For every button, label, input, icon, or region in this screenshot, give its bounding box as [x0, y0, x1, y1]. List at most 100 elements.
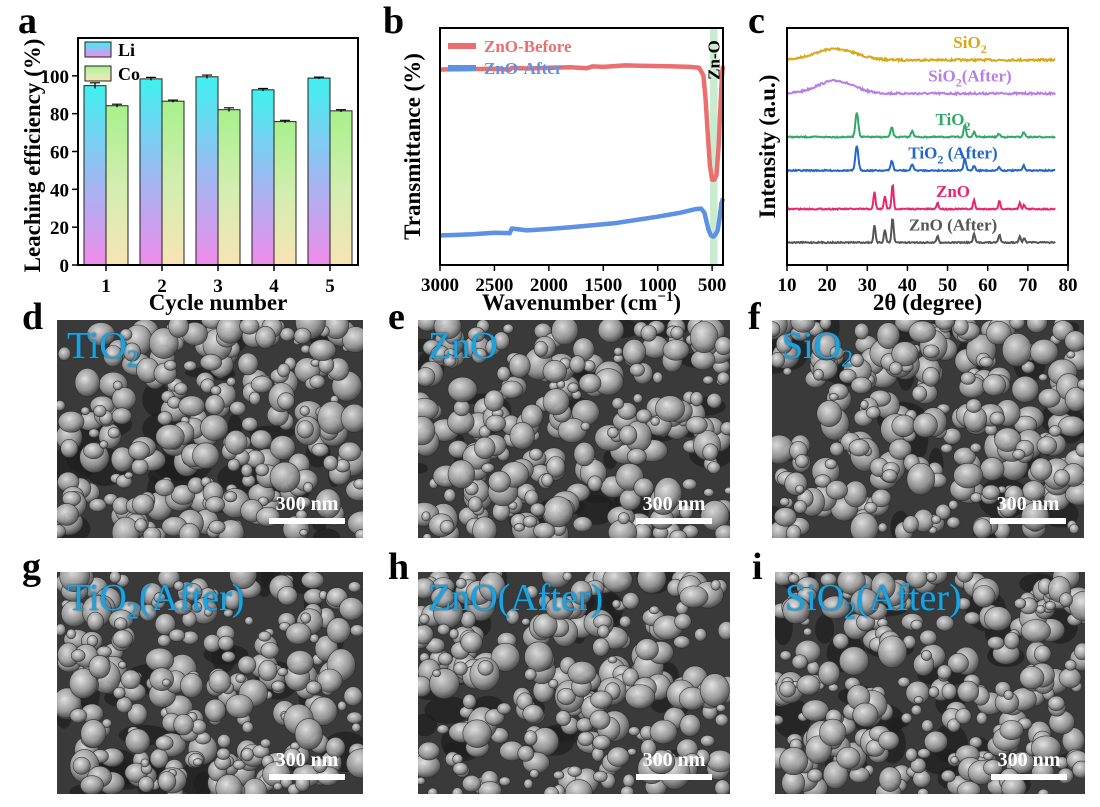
scale-bar: 300 nm	[636, 493, 712, 524]
panel-letter-e: e	[388, 296, 405, 338]
line-zno-before	[439, 63, 726, 182]
x-tick-label: 3	[213, 276, 223, 297]
bar-co-2	[161, 100, 185, 266]
x-tick-label: 1000	[639, 275, 677, 296]
plot-frame	[439, 27, 724, 266]
error-bar-co-3	[224, 107, 234, 112]
panel-letter-b: b	[383, 0, 405, 42]
scale-bar: 300 nm	[991, 749, 1067, 780]
pattern-label: ZnO (After)	[909, 216, 997, 235]
panel-letter-g: g	[22, 546, 41, 588]
scale-bar: 300 nm	[269, 493, 345, 524]
ftir-transmittance-chart: 3000 2500 2000 1500 1000 500 Wavenumber (cm−1)…	[400, 27, 727, 315]
y-tick-label: 100	[41, 67, 70, 88]
bar-li-4	[251, 89, 275, 266]
bar-li-2	[139, 78, 163, 266]
sem-texture	[772, 320, 1084, 538]
sem-texture	[775, 572, 1085, 794]
pattern-sio2	[786, 46, 1056, 64]
x-axis-label: 2θ (degree)	[873, 290, 982, 315]
x-tick-label: 70	[1018, 275, 1037, 296]
pattern-zno-after-	[786, 218, 1056, 245]
bar-co-3	[217, 109, 241, 266]
sem-label: TiO2	[67, 325, 139, 373]
y-tick-label: 60	[50, 143, 69, 164]
legend-swatch-co	[84, 65, 112, 82]
x-tick-label: 1	[101, 276, 111, 297]
error-bar-li-3	[202, 74, 212, 79]
panel-letter-i: i	[752, 546, 763, 588]
x-tick-label: 4	[269, 276, 279, 297]
panel-letter-f: f	[748, 296, 761, 338]
bar-li-1	[83, 85, 107, 266]
x-tick-label: 1500	[584, 275, 622, 296]
sem-texture	[57, 572, 363, 794]
bar-co-5	[329, 110, 353, 266]
sem-label: SiO2(After)	[785, 577, 962, 625]
sem-label: ZnO(After)	[428, 577, 604, 619]
pattern-label: TiO2	[936, 110, 971, 133]
sem-image-zno: ZnO 300 nm	[418, 320, 730, 538]
x-tick-label: 40	[898, 275, 917, 296]
pattern-label: SiO2(After)	[928, 67, 1011, 90]
x-tick-label: 60	[978, 275, 997, 296]
pattern-zno	[786, 183, 1056, 212]
x-tick-label: 5	[325, 276, 335, 297]
scale-bar: 300 nm	[990, 493, 1066, 524]
annotation-zn-o: Zn-O	[705, 40, 724, 80]
x-tick-label: 20	[818, 275, 837, 296]
y-tick-label: 40	[50, 180, 69, 201]
scale-bar: 300 nm	[269, 749, 345, 780]
sem-image-tio2-after: TiO2(After) 300 nm	[57, 572, 363, 794]
panel-letter-c: c	[748, 0, 765, 42]
zn-o-band	[709, 28, 718, 265]
legend-label-li: Li	[118, 40, 135, 60]
x-axis-label: Wavenumber (cm−1)	[482, 289, 681, 315]
leaching-efficiency-bar-chart: 1 2 3 4 5 0 20 40 60 80 100 Cycle number Leaching ef…	[20, 37, 359, 315]
sem-label: SiO2	[782, 325, 854, 373]
pattern-tio2-after-	[786, 145, 1056, 173]
x-tick-label: 2	[157, 276, 167, 297]
error-bar-co-1	[112, 103, 122, 108]
bar-li-5	[307, 77, 331, 266]
plot-frame	[786, 27, 1069, 266]
y-axis-label: Intensity (a.u.)	[755, 75, 780, 219]
sem-image-sio2: SiO2 300 nm	[772, 320, 1084, 538]
xrd-intensity-chart: SiO2 SiO2(After) TiO2 TiO2 (After) ZnO ZnO (A…	[755, 27, 1078, 315]
error-bar-li-2	[146, 76, 156, 81]
pattern-label: SiO2	[953, 33, 986, 56]
error-bar-li-4	[258, 87, 268, 92]
sem-image-tio2: TiO2 300 nm	[57, 320, 363, 538]
x-tick-label: 50	[938, 275, 957, 296]
panel-letter-d: d	[22, 296, 44, 338]
legend-swatch-li	[84, 41, 112, 58]
y-axis-label: Leaching efficiency (%)	[20, 39, 45, 273]
sem-texture	[418, 572, 730, 794]
error-bar-co-4	[280, 119, 290, 123]
sem-image-sio2-after: SiO2(After) 300 nm	[775, 572, 1085, 794]
pattern-label: ZnO	[936, 182, 970, 201]
sem-texture	[418, 320, 730, 538]
plot-frame	[77, 37, 359, 266]
panel-letter-a: a	[18, 0, 37, 42]
y-tick-label: 20	[50, 218, 69, 239]
x-tick-label: 10	[778, 275, 797, 296]
error-bar-li-5	[314, 76, 324, 80]
legend-label-zno-before: ZnO-Before	[484, 37, 572, 56]
y-axis-label: Transmittance (%)	[400, 53, 425, 240]
legend-label-co: Co	[118, 64, 140, 84]
legend-label-zno-after: ZnO-After	[484, 59, 563, 78]
line-zno-after	[439, 197, 726, 239]
x-tick-label: 30	[858, 275, 877, 296]
scale-bar: 300 nm	[636, 749, 712, 780]
sem-texture	[57, 320, 363, 538]
bar-co-4	[273, 121, 297, 266]
error-bar-co-2	[168, 99, 178, 103]
y-tick-label: 80	[50, 105, 69, 126]
bar-co-1	[105, 105, 129, 266]
x-axis-label: Cycle number	[149, 290, 288, 315]
pattern-sio2-after-	[786, 78, 1057, 97]
panel-letter-h: h	[388, 546, 410, 588]
x-tick-label: 500	[698, 275, 727, 296]
error-bar-co-5	[336, 109, 346, 112]
